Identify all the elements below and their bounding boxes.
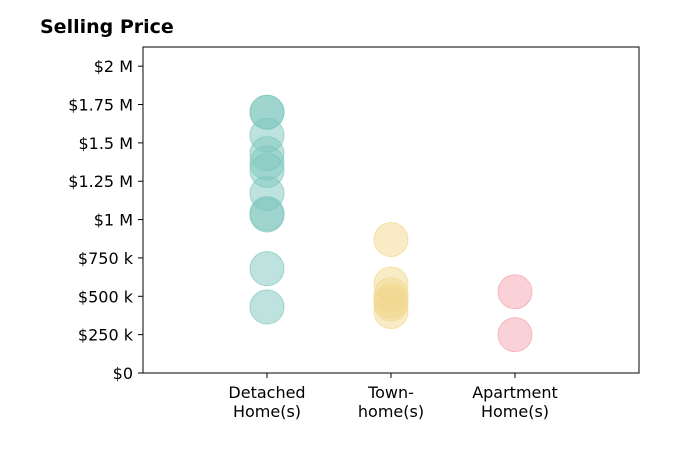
y-tick-label: $500 k bbox=[78, 287, 134, 306]
y-tick-label: $1.5 M bbox=[78, 134, 133, 153]
y-tick-label: $1 M bbox=[94, 211, 133, 230]
y-tick-label: $0 bbox=[113, 364, 133, 383]
data-point bbox=[373, 294, 409, 330]
y-tick-label: $750 k bbox=[78, 249, 134, 268]
data-point bbox=[373, 222, 409, 258]
data-point bbox=[249, 251, 285, 287]
chart-title: Selling Price bbox=[40, 16, 174, 38]
data-point bbox=[249, 197, 285, 233]
y-tick-label: $1.25 M bbox=[68, 172, 133, 191]
y-tick-label: $250 k bbox=[78, 326, 134, 345]
x-tick-label: Town-home(s) bbox=[358, 383, 424, 421]
y-tick-label: $1.75 M bbox=[68, 96, 133, 115]
data-point bbox=[497, 317, 533, 353]
data-point bbox=[249, 289, 285, 325]
data-point bbox=[497, 274, 533, 310]
x-tick-label: Detached Home(s) bbox=[228, 383, 305, 421]
x-tick-label: Apartment Home(s) bbox=[472, 383, 558, 421]
y-tick-label: $2 M bbox=[94, 57, 133, 76]
